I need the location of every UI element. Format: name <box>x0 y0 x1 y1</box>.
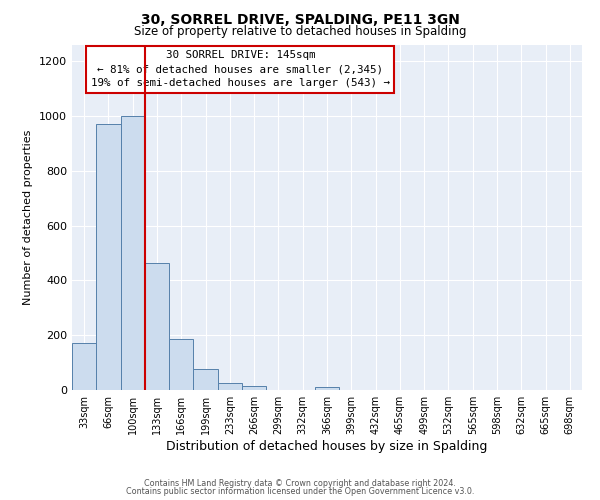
Bar <box>121 116 145 390</box>
Text: Contains HM Land Registry data © Crown copyright and database right 2024.: Contains HM Land Registry data © Crown c… <box>144 478 456 488</box>
Bar <box>96 124 121 390</box>
Text: 30, SORREL DRIVE, SPALDING, PE11 3GN: 30, SORREL DRIVE, SPALDING, PE11 3GN <box>140 12 460 26</box>
Bar <box>145 262 169 390</box>
Bar <box>315 388 339 390</box>
Bar <box>169 340 193 390</box>
Bar <box>218 383 242 390</box>
Bar <box>193 370 218 390</box>
Y-axis label: Number of detached properties: Number of detached properties <box>23 130 34 305</box>
Bar <box>72 344 96 390</box>
X-axis label: Distribution of detached houses by size in Spalding: Distribution of detached houses by size … <box>166 440 488 453</box>
Text: Size of property relative to detached houses in Spalding: Size of property relative to detached ho… <box>134 25 466 38</box>
Text: 30 SORREL DRIVE: 145sqm
← 81% of detached houses are smaller (2,345)
19% of semi: 30 SORREL DRIVE: 145sqm ← 81% of detache… <box>91 50 390 88</box>
Text: Contains public sector information licensed under the Open Government Licence v3: Contains public sector information licen… <box>126 487 474 496</box>
Bar <box>242 386 266 390</box>
